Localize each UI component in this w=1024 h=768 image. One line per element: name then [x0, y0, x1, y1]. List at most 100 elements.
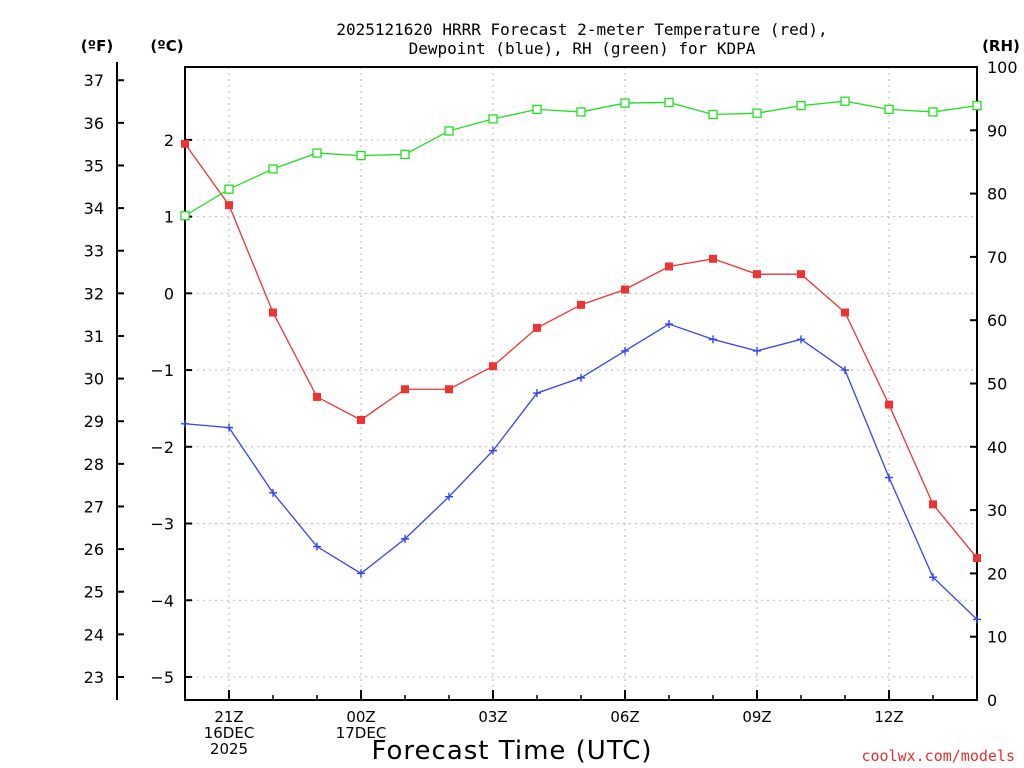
- data-point: [401, 385, 409, 394]
- series-layer: [180, 96, 982, 624]
- data-point: [709, 335, 717, 344]
- data-point: [973, 554, 981, 563]
- data-point: [401, 534, 409, 543]
- x-tick-label: 06Z: [610, 708, 639, 726]
- celsius-tick-label: −4: [150, 591, 174, 610]
- data-point: [181, 139, 189, 148]
- data-point: [489, 446, 497, 455]
- data-point: [752, 108, 762, 118]
- data-point: [753, 270, 761, 279]
- data-point: [445, 385, 453, 394]
- series-relative-humidity: [180, 96, 982, 221]
- data-point: [180, 211, 190, 221]
- fahrenheit-tick-label: 26: [84, 540, 104, 559]
- fahrenheit-tick-label: 34: [84, 199, 104, 218]
- x-tick-label: 2025: [210, 740, 248, 758]
- celsius-unit-label: (ºC): [150, 37, 183, 55]
- data-point: [269, 308, 277, 317]
- x-tick-label: 00Z: [346, 708, 375, 726]
- rh-tick-label: 70: [987, 248, 1007, 267]
- fahrenheit-tick-label: 33: [84, 242, 104, 261]
- series-line: [184, 143, 978, 559]
- data-point: [884, 104, 894, 115]
- data-point: [444, 126, 454, 136]
- chart-title: 2025121620 HRRR Forecast 2-meter Tempera…: [336, 20, 827, 58]
- data-point: [533, 323, 541, 332]
- data-point: [620, 98, 630, 108]
- data-point: [885, 473, 893, 482]
- fahrenheit-tick-label: 24: [84, 625, 104, 644]
- fahrenheit-tick-label: 37: [84, 71, 104, 90]
- fahrenheit-tick-label: 25: [84, 583, 104, 602]
- title-line-2: Dewpoint (blue), RH (green) for KDPA: [409, 39, 756, 58]
- fahrenheit-tick-label: 29: [84, 412, 104, 431]
- fahrenheit-unit-label: (ºF): [81, 37, 113, 55]
- rh-tick-label: 50: [987, 375, 1007, 394]
- data-point: [312, 148, 322, 158]
- source-credit: coolwx.com/models: [861, 747, 1015, 765]
- data-point: [489, 362, 497, 371]
- data-point: [796, 100, 806, 111]
- data-point: [357, 415, 365, 424]
- series-temperature: [181, 139, 981, 563]
- title-line-1: 2025121620 HRRR Forecast 2-meter Tempera…: [336, 20, 827, 39]
- celsius-tick-label: 1: [164, 208, 174, 227]
- fahrenheit-tick-label: 27: [84, 497, 104, 516]
- data-point: [532, 104, 542, 115]
- data-point: [313, 542, 321, 551]
- data-point: [709, 254, 717, 263]
- data-point: [840, 96, 850, 106]
- series-line: [184, 323, 978, 620]
- data-point: [972, 100, 982, 111]
- celsius-tick-label: −5: [150, 668, 174, 687]
- data-point: [356, 150, 366, 161]
- rh-tick-label: 10: [987, 628, 1007, 647]
- rh-tick-label: 0: [987, 691, 997, 710]
- rh-tick-label: 60: [987, 311, 1007, 330]
- rh-tick-label: 40: [987, 438, 1007, 457]
- data-point: [621, 346, 629, 355]
- x-tick-label: 03Z: [478, 708, 507, 726]
- data-point: [841, 366, 849, 375]
- rh-tick-label: 90: [987, 121, 1007, 140]
- data-point: [665, 262, 673, 271]
- rh-unit-label: (RH): [982, 37, 1020, 55]
- data-point: [665, 320, 673, 329]
- x-tick-label: 12Z: [874, 708, 903, 726]
- celsius-tick-label: −1: [150, 361, 174, 380]
- data-point: [621, 285, 629, 294]
- fahrenheit-tick-label: 30: [84, 370, 104, 389]
- rh-tick-label: 100: [987, 58, 1018, 77]
- celsius-tick-label: 0: [164, 284, 174, 303]
- x-tick-label: 21Z: [214, 708, 243, 726]
- data-point: [400, 149, 410, 160]
- data-point: [973, 615, 981, 624]
- data-point: [576, 107, 586, 117]
- data-point: [885, 400, 893, 409]
- celsius-tick-label: −3: [150, 515, 174, 534]
- celsius-tick-label: 2: [164, 131, 174, 150]
- x-tick-label: 16DEC: [204, 724, 255, 742]
- data-point: [269, 488, 277, 497]
- data-point: [753, 346, 761, 355]
- plot-frame: [184, 66, 978, 701]
- data-point: [357, 569, 365, 578]
- data-point: [929, 500, 937, 509]
- data-point: [268, 164, 278, 174]
- x-axis-label: Forecast Time (UTC): [371, 736, 652, 766]
- data-point: [797, 335, 805, 344]
- data-point: [577, 300, 585, 309]
- data-point: [224, 184, 234, 194]
- fahrenheit-tick-label: 36: [84, 114, 104, 133]
- rh-tick-label: 20: [987, 564, 1007, 583]
- data-point: [445, 492, 453, 501]
- fahrenheit-tick-label: 23: [84, 668, 104, 687]
- data-point: [225, 423, 233, 432]
- gridlines: [185, 67, 977, 700]
- data-point: [928, 107, 938, 117]
- data-point: [708, 109, 718, 120]
- rh-tick-label: 30: [987, 501, 1007, 520]
- x-tick-label: 09Z: [742, 708, 771, 726]
- series-dewpoint: [181, 320, 981, 624]
- fahrenheit-tick-label: 31: [84, 327, 104, 346]
